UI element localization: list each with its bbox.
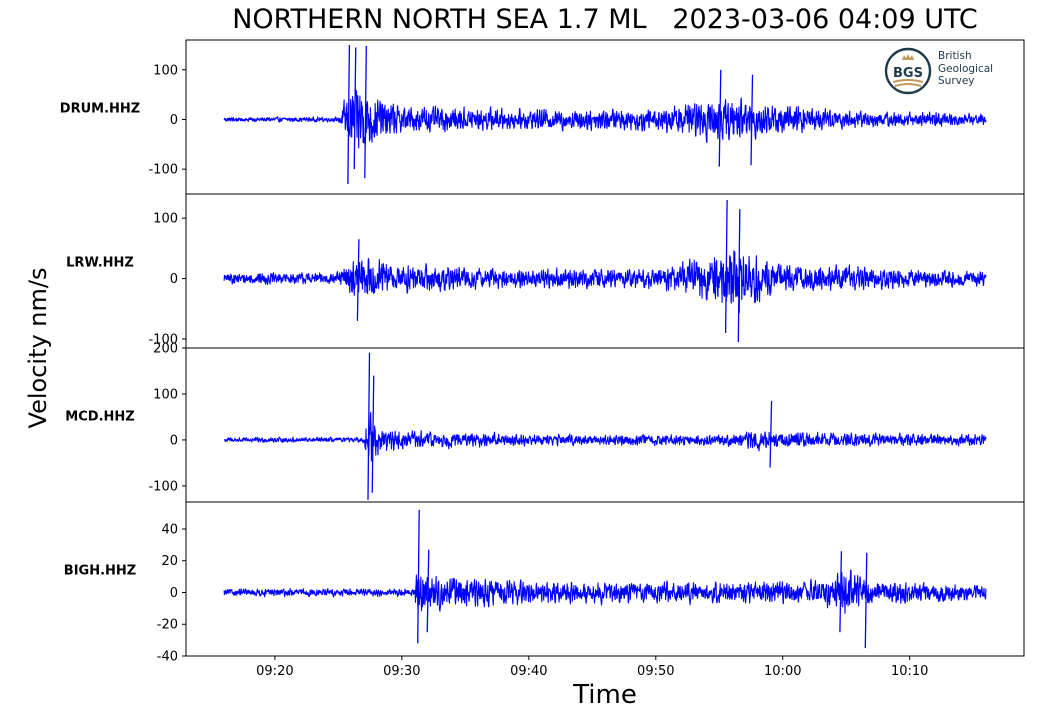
waveform-peak-drum-2 bbox=[364, 45, 367, 179]
x-tick-label-0: 09:20 bbox=[256, 664, 293, 679]
waveform-mcd bbox=[223, 411, 987, 462]
y-tick-label-drum-0: 100 bbox=[153, 63, 178, 78]
y-tick-label-mcd-0: 200 bbox=[153, 342, 178, 357]
waveform-group-mcd bbox=[223, 352, 987, 500]
logo-line-british: British bbox=[938, 50, 972, 62]
x-tick-label-3: 09:50 bbox=[637, 664, 674, 679]
waveform-peak-bigh-0 bbox=[417, 509, 420, 644]
waveform-peak-mcd-0 bbox=[367, 352, 371, 500]
logo-text: British Geological Survey bbox=[938, 50, 993, 88]
logo-line-survey: Survey bbox=[938, 75, 975, 87]
waveform-peak-drum-4 bbox=[750, 74, 754, 166]
waveform-peak-lrw-0 bbox=[356, 239, 360, 321]
x-tick-label-1: 09:30 bbox=[383, 664, 420, 679]
station-label-bigh: BIGH.HHZ bbox=[63, 563, 137, 579]
logo-line-geological: Geological bbox=[938, 62, 994, 75]
station-label-drum: DRUM.HHZ bbox=[59, 101, 141, 117]
bgs-emblem-icon: BGS bbox=[884, 47, 932, 95]
bgs-logo: BGS British Geological Survey bbox=[884, 46, 1014, 98]
waveform-bigh bbox=[223, 569, 987, 614]
waveform-peak-bigh-1 bbox=[426, 549, 430, 633]
panel-frame-mcd bbox=[185, 347, 1025, 503]
y-tick-label-bigh-1: 20 bbox=[161, 554, 178, 569]
chart-title: NORTHERN NORTH SEA 1.7 ML 2023-03-06 04:… bbox=[232, 4, 978, 35]
waveform-peak-lrw-1 bbox=[724, 200, 728, 333]
waveform-peak-mcd-2 bbox=[769, 400, 773, 468]
y-tick-label-bigh-4: -40 bbox=[157, 650, 178, 665]
waveform-lrw bbox=[223, 250, 987, 314]
y-tick-label-lrw-0: 100 bbox=[153, 212, 178, 227]
waveform-peak-bigh-2 bbox=[839, 551, 843, 633]
y-tick-label-drum-2: -100 bbox=[148, 163, 178, 178]
y-tick-label-drum-1: 0 bbox=[170, 113, 178, 128]
y-tick-label-mcd-1: 100 bbox=[153, 387, 178, 402]
y-tick-label-bigh-2: 0 bbox=[170, 586, 178, 601]
y-tick-label-lrw-2: -100 bbox=[148, 332, 178, 347]
y-tick-label-bigh-0: 40 bbox=[161, 522, 178, 537]
waveform-peak-mcd-1 bbox=[371, 375, 375, 493]
station-label-lrw: LRW.HHZ bbox=[66, 255, 134, 271]
waveform-peak-drum-3 bbox=[718, 69, 722, 167]
waveform-peak-bigh-3 bbox=[864, 552, 868, 649]
waveform-group-drum bbox=[223, 44, 987, 185]
logo-mark: BGS bbox=[893, 66, 923, 81]
x-tick-label-4: 10:00 bbox=[764, 664, 801, 679]
waveform-drum bbox=[223, 89, 987, 149]
waveform-group-lrw bbox=[223, 200, 987, 342]
x-tick-label-5: 10:10 bbox=[891, 664, 928, 679]
panel-frame-bigh bbox=[185, 501, 1025, 657]
station-label-mcd: MCD.HHZ bbox=[65, 409, 135, 425]
y-tick-label-mcd-3: -100 bbox=[148, 479, 178, 494]
waveform-group-bigh bbox=[223, 509, 987, 649]
y-tick-label-mcd-2: 0 bbox=[170, 433, 178, 448]
waveform-peak-lrw-2 bbox=[737, 209, 741, 342]
y-tick-label-bigh-3: -20 bbox=[157, 618, 178, 633]
y-tick-label-lrw-1: 0 bbox=[170, 272, 178, 287]
waveform-peak-drum-1 bbox=[353, 47, 357, 170]
crown-icon bbox=[902, 54, 914, 60]
x-tick-label-2: 09:40 bbox=[510, 664, 547, 679]
x-axis-label: Time bbox=[573, 680, 637, 710]
waveform-peak-drum-0 bbox=[347, 44, 351, 185]
